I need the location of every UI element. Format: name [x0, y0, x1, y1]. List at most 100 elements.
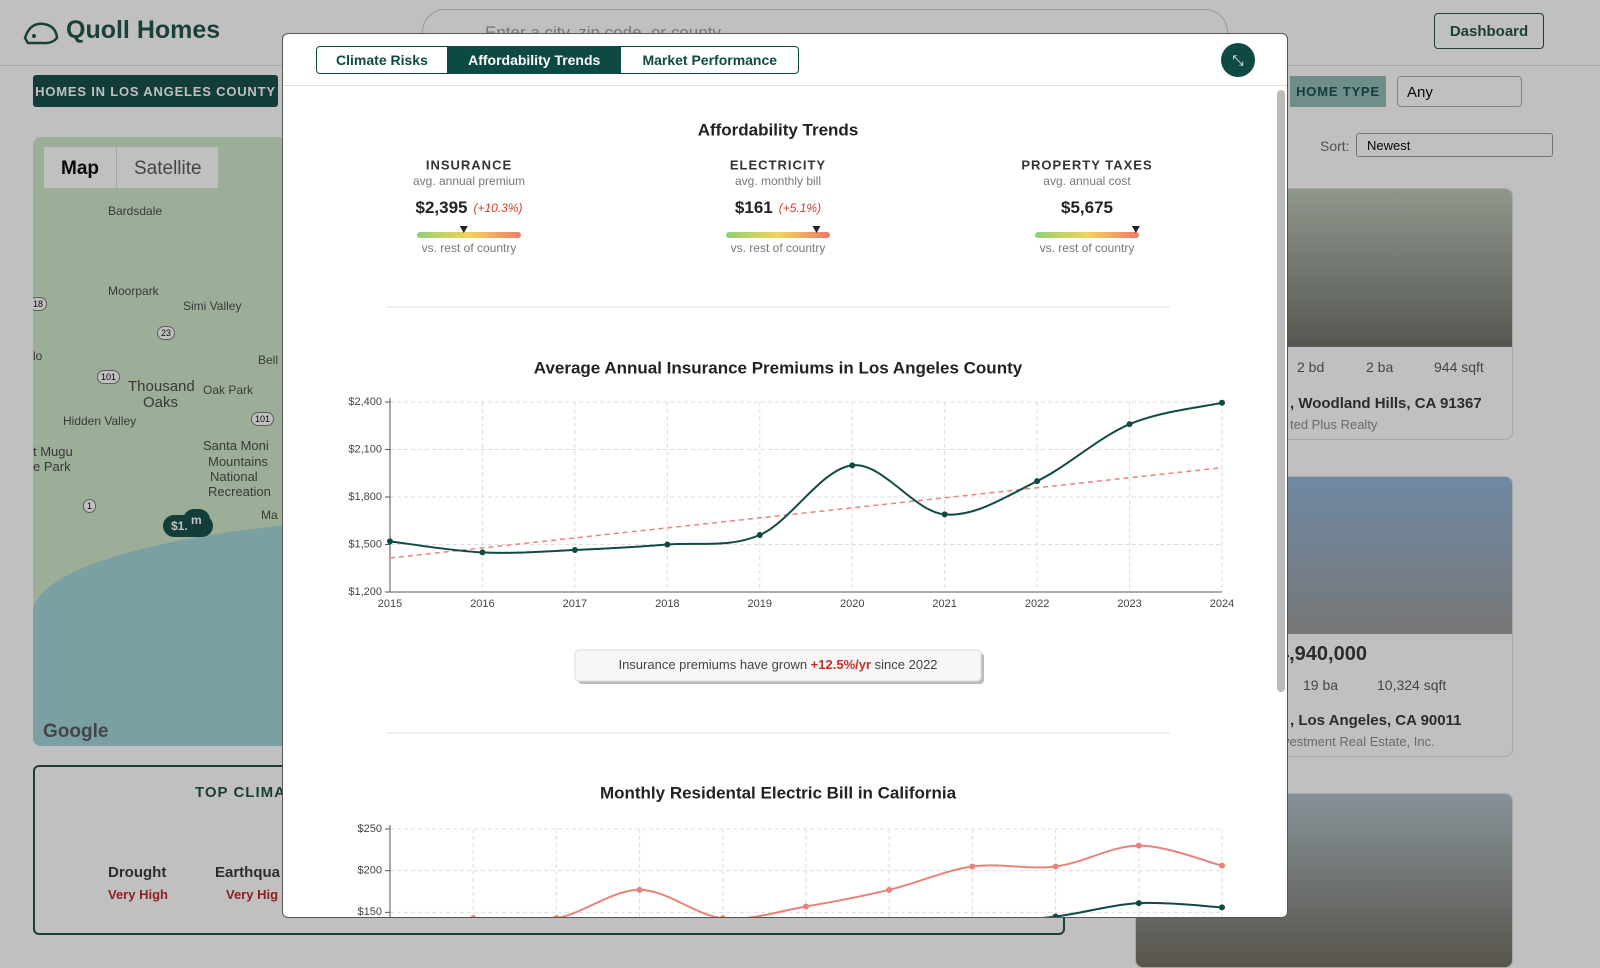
x-tick-label: 2019: [748, 598, 772, 610]
data-point: [387, 538, 393, 545]
x-tick-label: 2024: [1210, 598, 1234, 610]
x-tick-label: 2016: [470, 598, 494, 610]
listing-price: 4,940,000: [1278, 643, 1367, 665]
map-label: Bell: [258, 353, 279, 367]
metric-comparison: vs. rest of country: [1040, 241, 1135, 255]
listing-agent: ted Plus Realty: [1290, 417, 1378, 432]
home-type-label: HOME TYPE: [1290, 76, 1386, 107]
road-shield: 1: [83, 499, 97, 513]
data-point: [1052, 863, 1059, 870]
metric-label: PROPERTY TAXES: [1021, 157, 1152, 172]
metric-value: $5,675: [1061, 198, 1113, 217]
map-label: e Park: [33, 459, 71, 474]
risk-level: Very High: [108, 887, 168, 902]
dashboard-button[interactable]: Dashboard: [1434, 13, 1544, 49]
data-point: [1219, 399, 1225, 406]
listing-feature: 944 sqft: [1434, 359, 1484, 375]
map-label: Thousand: [128, 378, 195, 395]
metric-change: (+5.1%): [779, 201, 821, 215]
insight-box: [574, 649, 982, 682]
metric-label: INSURANCE: [426, 157, 512, 172]
x-tick-label: 2018: [655, 598, 679, 610]
summary-title: Affordability Trends: [698, 120, 859, 139]
chart-title: Average Annual Insurance Premiums in Los…: [534, 358, 1023, 377]
data-point: [1219, 904, 1225, 911]
series-line: [389, 401, 1223, 554]
scrollbar[interactable]: [1277, 90, 1285, 692]
sort-label: Sort:: [1320, 138, 1350, 154]
home-type-select[interactable]: Any: [1397, 76, 1522, 107]
gauge-marker: [812, 226, 821, 233]
insight-part: since 2022: [871, 657, 938, 672]
road-shield: 18: [33, 297, 48, 311]
modal-toolbar: [283, 34, 1287, 86]
data-point: [941, 511, 948, 518]
metric-amount: $2,395: [415, 198, 467, 217]
chart-title: Monthly Residental Electric Bill in Cali…: [600, 783, 957, 802]
price-pin[interactable]: m: [183, 509, 210, 531]
close-button[interactable]: ⤡: [1221, 43, 1255, 77]
x-tick-label: 2020: [840, 598, 864, 610]
map-label: Ma: [261, 508, 278, 522]
map-tab[interactable]: Satellite: [117, 147, 218, 188]
metric-label: ELECTRICITY: [730, 157, 826, 172]
y-tick-label: $250: [358, 823, 382, 835]
tab[interactable]: Climate Risks: [336, 52, 428, 68]
logo-icon: [23, 22, 59, 45]
sort-select[interactable]: Newest: [1356, 133, 1553, 157]
x-tick-label: 2017: [563, 598, 587, 610]
map-label: Simi Valley: [183, 299, 242, 313]
metric-amount: $161: [735, 198, 773, 217]
map-attribution: Google: [43, 721, 109, 742]
data-point: [969, 863, 976, 870]
data-point: [1219, 862, 1225, 869]
modal-content: Affordability Trends INSURANCE avg. annual…: [348, 120, 1234, 918]
map-label: Bardsdale: [108, 204, 163, 218]
metric-sublabel: avg. monthly bill: [735, 174, 821, 188]
data-point: [803, 903, 809, 910]
listing-agent: vestment Real Estate, Inc.: [1283, 734, 1435, 749]
map-label: Recreation: [208, 484, 271, 499]
y-tick-label: $1,800: [348, 491, 382, 503]
gauge: [726, 232, 830, 238]
risk-name: Drought: [108, 864, 167, 881]
tab[interactable]: Market Performance: [620, 47, 798, 73]
y-tick-label: $2,100: [348, 443, 382, 455]
map-tab[interactable]: Map: [44, 147, 116, 188]
gauge-marker: [459, 226, 468, 233]
data-point: [720, 915, 726, 917]
risk-name: Earthqua: [215, 864, 281, 881]
metric-value: $2,395 (+10.3%): [415, 198, 522, 217]
data-point: [470, 915, 476, 917]
metric-sublabel: avg. annual premium: [413, 174, 525, 188]
data-point: [1034, 478, 1041, 485]
data-point: [664, 541, 671, 548]
data-point: [1135, 842, 1142, 849]
region-chip[interactable]: HOMES IN LOS ANGELES COUNTY: [33, 75, 278, 107]
y-tick-label: $1,500: [348, 538, 382, 550]
map-label: Hidden Valley: [63, 414, 137, 428]
x-tick-label: 2022: [1025, 598, 1049, 610]
metric-value: $161 (+5.1%): [735, 198, 821, 217]
data-point: [479, 549, 486, 556]
road-shield: 23: [157, 326, 176, 340]
risk-level: Very Hig: [226, 887, 279, 902]
y-tick-label: $200: [358, 865, 382, 877]
brand: Quoll Homes: [66, 16, 221, 44]
climate-title: TOP CLIMA: [195, 784, 286, 801]
x-tick-label: 2015: [378, 598, 402, 610]
map-label: lo: [33, 349, 43, 363]
data-point: [571, 547, 578, 554]
data-point: [1135, 900, 1142, 907]
x-tick-label: 2023: [1117, 598, 1141, 610]
tab-bar: Climate Risks Affordability Trends Market …: [316, 46, 799, 74]
data-point: [636, 886, 643, 893]
data-point: [1052, 913, 1059, 917]
data-point: [886, 886, 893, 893]
map-label: National: [210, 469, 258, 484]
y-tick-label: $150: [358, 906, 382, 918]
tab[interactable]: Affordability Trends: [446, 47, 621, 73]
map-label: Oak Park: [203, 383, 254, 397]
road-shield: 101: [251, 412, 275, 426]
